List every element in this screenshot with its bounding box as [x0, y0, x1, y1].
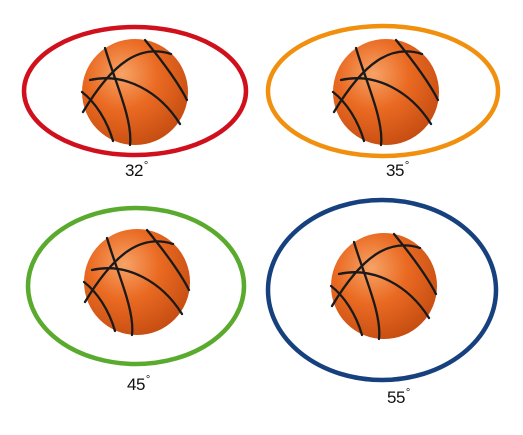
basketball-icon: [80, 37, 190, 147]
basketball-icon: [331, 37, 441, 147]
ball-figure: [265, 23, 501, 159]
ball-figure: [21, 24, 249, 158]
degree-symbol: °: [143, 160, 148, 172]
degree-symbol: °: [404, 160, 409, 172]
angle-ring: [21, 24, 249, 158]
angle-ring: [265, 197, 499, 383]
angle-ring: [265, 23, 501, 159]
angle-label: 35°: [386, 160, 409, 180]
angle-label: 55°: [387, 387, 410, 407]
ball-figure: [265, 197, 499, 383]
degree-symbol: °: [405, 387, 410, 399]
basketball-icon: [329, 231, 439, 341]
angle-label: 45°: [127, 374, 150, 394]
degree-symbol: °: [145, 374, 150, 386]
basketball-icon: [82, 227, 192, 337]
angle-ring: [25, 205, 247, 367]
ball-figure: [25, 205, 247, 367]
angle-label: 32°: [125, 160, 148, 180]
